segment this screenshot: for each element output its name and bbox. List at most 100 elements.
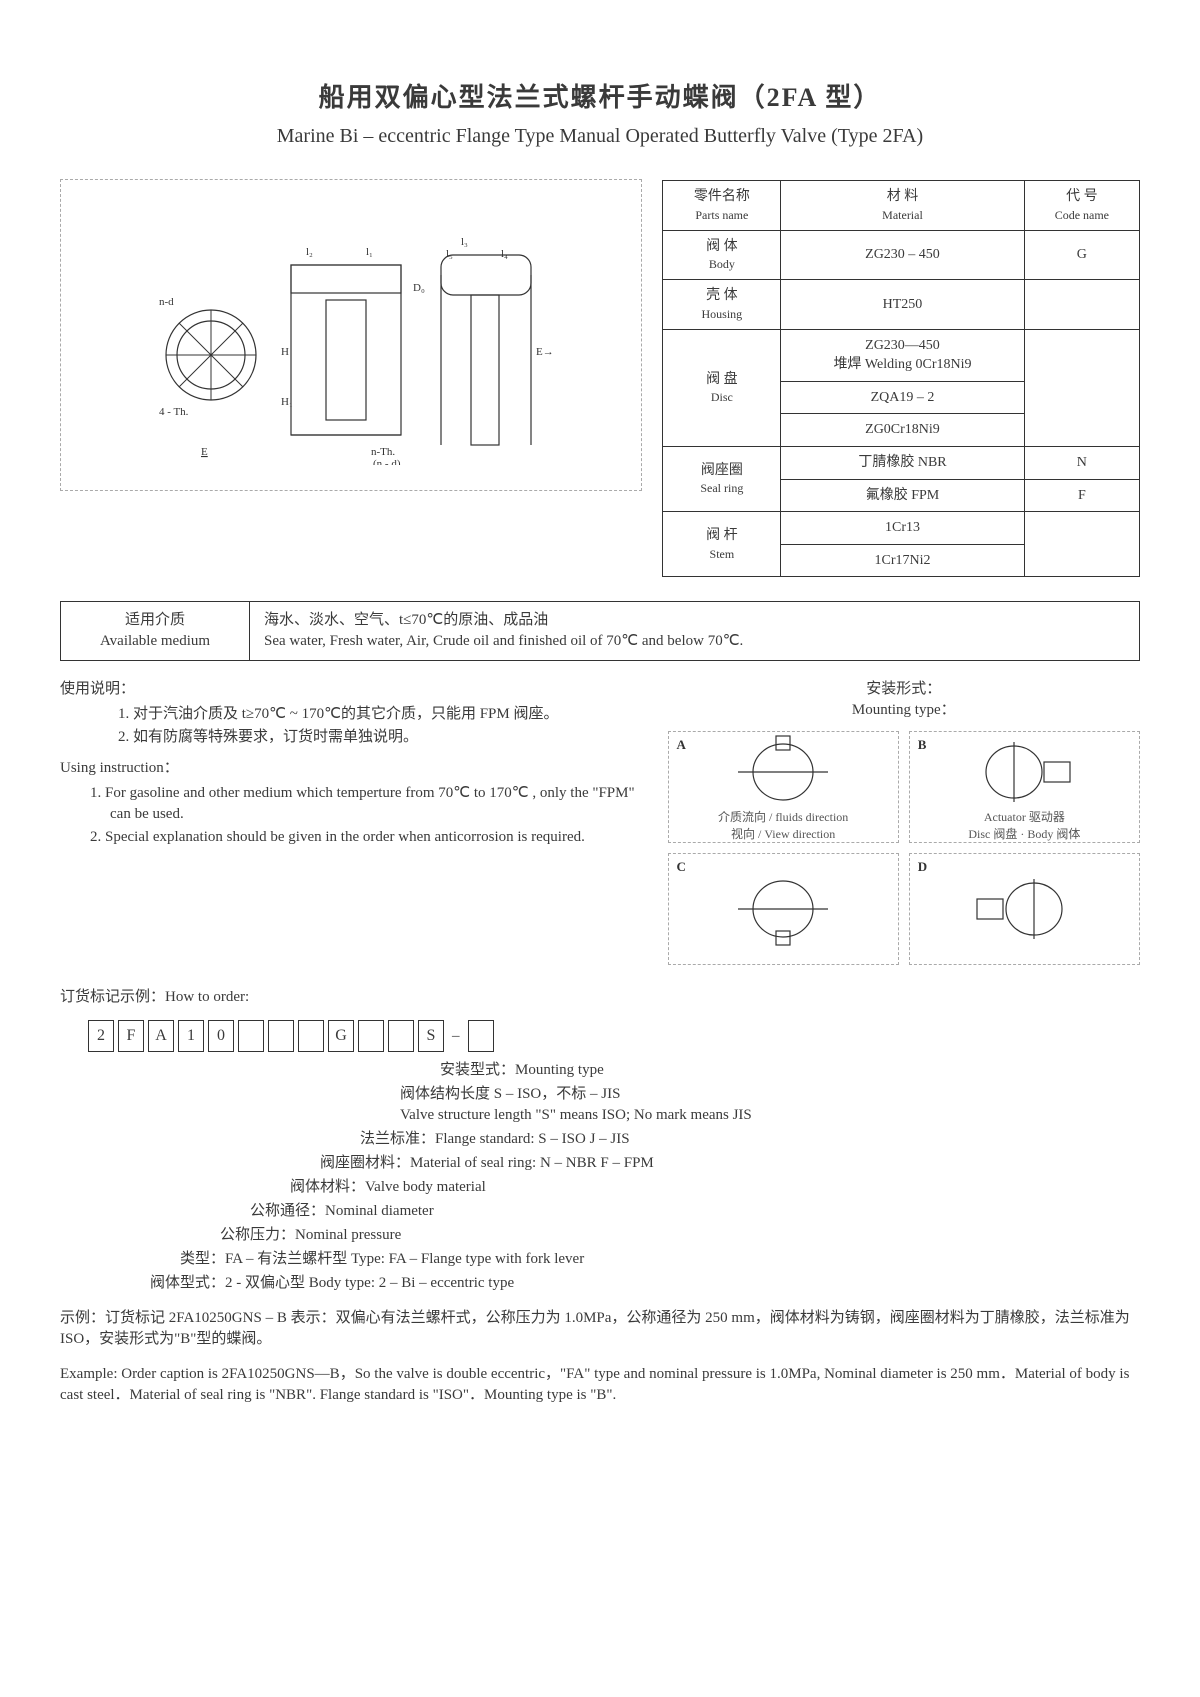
h-mat-en: Material [791, 207, 1013, 224]
cell [1024, 280, 1139, 329]
mounting-head-cn: 安装形式： [668, 679, 1141, 700]
mounting-grid: A 介质流向 / fluids direction 视向 / View dire… [668, 731, 1141, 965]
example-cn: 示例：订货标记 2FA10250GNS – B 表示：双偏心有法兰螺杆式，公称压… [60, 1308, 1140, 1350]
cell: ZG0Cr18Ni9 [781, 414, 1024, 447]
svg-text:l₁: l₁ [366, 246, 373, 258]
engineering-diagram: l₂l₁ l₃l₄l₅ D₀ HH₁ n-d4 - Th. n-Th.(n - … [60, 180, 642, 490]
svg-text:l₄: l₄ [501, 248, 508, 260]
oline: 公称压力：Nominal pressure [220, 1225, 1140, 1246]
svg-text:l₃: l₃ [461, 236, 468, 248]
t: Actuator [984, 810, 1026, 824]
example-en: Example: Order caption is 2FA10250GNS—B，… [60, 1364, 1140, 1406]
obox-blank [268, 1020, 294, 1052]
order-head: 订货标记示例：How to order: [60, 987, 1140, 1008]
t: A [677, 736, 686, 754]
top-row: l₂l₁ l₃l₄l₅ D₀ HH₁ n-d4 - Th. n-Th.(n - … [60, 180, 1140, 577]
cell: HT250 [781, 280, 1024, 329]
medium-row: 适用介质 Available medium 海水、淡水、空气、t≤70℃的原油、… [61, 602, 1140, 661]
oline: 法兰标准：Flange standard: S – ISO J – JIS [360, 1129, 1140, 1150]
obox-blank [298, 1020, 324, 1052]
obox-blank [468, 1020, 494, 1052]
mount-c-icon [728, 869, 838, 949]
t: 阀 盘 [706, 372, 738, 387]
instr-head-cn: 使用说明： [60, 679, 638, 700]
mounting-d: D [909, 853, 1140, 965]
t: 适用介质 [125, 612, 185, 628]
oline: 阀座圈材料：Material of seal ring: N – NBR F –… [320, 1153, 1140, 1174]
mount-d-icon [969, 869, 1079, 949]
odash: – [448, 1026, 464, 1047]
obox: F [118, 1020, 144, 1052]
cell: ZQA19 – 2 [781, 381, 1024, 414]
t: 壳 体 [706, 288, 738, 303]
svg-text:D₀: D₀ [413, 282, 425, 294]
cell: G [1024, 230, 1139, 279]
row-seal-1: 阀座圈 Seal ring 丁腈橡胶 NBR N [663, 446, 1140, 479]
row-stem-1: 阀 杆 Stem 1Cr13 [663, 512, 1140, 545]
part-labels: Actuator 驱动器 Disc 阀盘 · Body 阀体 [968, 809, 1080, 843]
mounting-a: A 介质流向 / fluids direction 视向 / View dire… [668, 731, 899, 843]
cell: 阀 杆 Stem [663, 512, 781, 577]
t: 介质流向 [718, 810, 766, 824]
order-boxes: 2 F A 1 0 G S – [88, 1020, 1140, 1052]
cell: 1Cr17Ni2 [781, 544, 1024, 577]
cell: 丁腈橡胶 NBR [781, 446, 1024, 479]
instr-cn-1: 1. 对于汽油介质及 t≥70℃ ~ 170℃的其它介质，只能用 FPM 阀座。 [138, 704, 638, 725]
obox: 2 [88, 1020, 114, 1052]
cell [1024, 329, 1139, 446]
h-code-cn: 代 号 [1066, 189, 1098, 204]
col-name: 零件名称 Parts name [663, 181, 781, 230]
instructions: 使用说明： 1. 对于汽油介质及 t≥70℃ ~ 170℃的其它介质，只能用 F… [60, 679, 638, 965]
t: Sea water, Fresh water, Air, Crude oil a… [264, 633, 743, 649]
order-section: 订货标记示例：How to order: 2 F A 1 0 G S – 安装型… [60, 987, 1140, 1406]
t: 阀座圈 [701, 463, 743, 478]
svg-text:(n - d): (n - d) [373, 458, 401, 465]
h-mat-cn: 材 料 [887, 189, 919, 204]
instr-head-en: Using instruction： [60, 758, 638, 779]
order-lines: 安装型式：Mounting type 阀体结构长度 S – ISO，不标 – J… [120, 1060, 1140, 1294]
obox: S [418, 1020, 444, 1052]
cell: F [1024, 479, 1139, 512]
obox: A [148, 1020, 174, 1052]
cell: 阀座圈 Seal ring [663, 446, 781, 511]
h-name-cn: 零件名称 [694, 189, 750, 204]
mounting-head-en: Mounting type： [668, 700, 1141, 721]
t: Body [673, 256, 770, 273]
mount-b-icon [969, 732, 1079, 804]
diagram-placeholder: l₂l₁ l₃l₄l₅ D₀ HH₁ n-d4 - Th. n-Th.(n - … [60, 179, 642, 491]
svg-text:E→: E→ [536, 346, 554, 358]
h-code-en: Code name [1035, 207, 1129, 224]
t: Housing [673, 306, 770, 323]
t: B [918, 736, 927, 754]
obox-blank [238, 1020, 264, 1052]
cell: 阀 盘 Disc [663, 329, 781, 446]
mounting-block: 安装形式： Mounting type： A 介质流向 / fluids dir… [668, 679, 1141, 965]
title-cn: 船用双偏心型法兰式螺杆手动蝶阀（2FA 型） [60, 80, 1140, 116]
t: fluids direction [775, 810, 848, 824]
t: 视向 [731, 827, 755, 841]
cell [1024, 512, 1139, 577]
obox: 0 [208, 1020, 234, 1052]
row-disc-1: 阀 盘 Disc ZG230—450 堆焊 Welding 0Cr18Ni9 [663, 329, 1140, 381]
oline: 公称通径：Nominal diameter [250, 1201, 1140, 1222]
medium-text: 海水、淡水、空气、t≤70℃的原油、成品油 Sea water, Fresh w… [250, 602, 1140, 661]
svg-text:E: E [201, 446, 208, 458]
oline: 阀体结构长度 S – ISO，不标 – JIS Valve structure … [400, 1084, 1140, 1126]
t: Disc [673, 389, 770, 406]
t: Seal ring [673, 480, 770, 497]
svg-text:n-Th.: n-Th. [371, 446, 395, 458]
t: 驱动器 [1029, 810, 1065, 824]
valve-drawing-svg: l₂l₁ l₃l₄l₅ D₀ HH₁ n-d4 - Th. n-Th.(n - … [141, 205, 561, 465]
h-name-en: Parts name [673, 207, 770, 224]
flow-label: 介质流向 / fluids direction 视向 / View direct… [718, 809, 848, 843]
medium-table: 适用介质 Available medium 海水、淡水、空气、t≤70℃的原油、… [60, 601, 1140, 661]
obox-blank [388, 1020, 414, 1052]
parts-table: 零件名称 Parts name 材 料 Material 代 号 Code na… [662, 180, 1140, 577]
cell: N [1024, 446, 1139, 479]
oline: 安装型式：Mounting type [440, 1060, 1140, 1081]
oline: 阀体材料：Valve body material [290, 1177, 1140, 1198]
instr-en-1: 1. For gasoline and other medium which t… [110, 783, 638, 825]
cell: ZG230—450 堆焊 Welding 0Cr18Ni9 [781, 329, 1024, 381]
instr-cn-2: 2. 如有防腐等特殊要求，订货时需单独说明。 [138, 727, 638, 748]
cell: 壳 体 Housing [663, 280, 781, 329]
